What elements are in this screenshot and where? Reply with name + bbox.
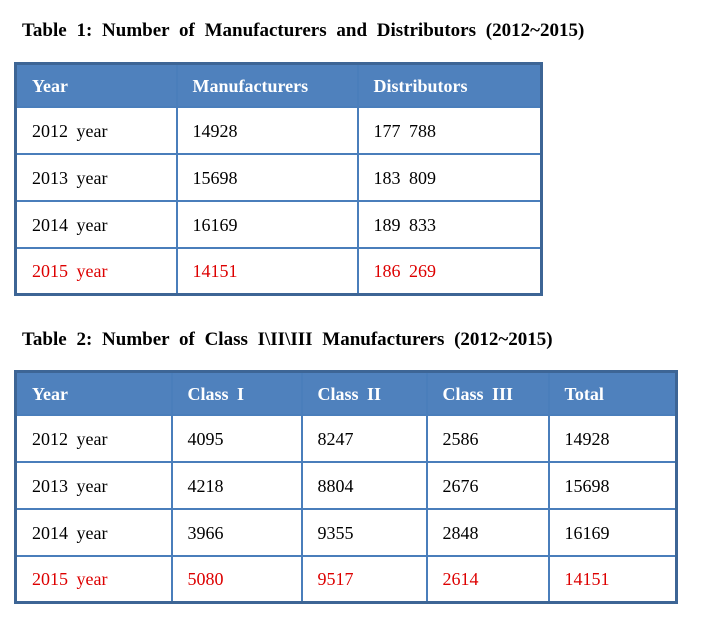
cell-class3: 2848 xyxy=(425,507,550,557)
cell-class1: 4095 xyxy=(170,413,303,463)
cell-manufacturers: 15698 xyxy=(175,152,359,202)
table1-header-manufacturers: Manufacturers xyxy=(175,62,359,108)
cell-year: 2012 year xyxy=(14,413,173,463)
cell-class1: 5080 xyxy=(170,554,303,604)
cell-year: 2014 year xyxy=(14,507,173,557)
table-row-highlighted: 2015 year 5080 9517 2614 14151 xyxy=(14,554,678,604)
table-row: 2012 year 4095 8247 2586 14928 xyxy=(14,413,678,463)
table1-header-year: Year xyxy=(14,62,178,108)
table-row: 2014 year 3966 9355 2848 16169 xyxy=(14,507,678,557)
cell-class2: 9355 xyxy=(300,507,428,557)
table2-header-class2: Class II xyxy=(300,370,428,416)
table2-header-class1: Class I xyxy=(170,370,303,416)
cell-class2: 9517 xyxy=(300,554,428,604)
table2-class-manufacturers: Year Class I Class II Class III Total 20… xyxy=(14,370,678,604)
table-row-highlighted: 2015 year 14151 186 269 xyxy=(14,246,543,296)
cell-total: 15698 xyxy=(547,460,678,510)
cell-year: 2015 year xyxy=(14,246,178,296)
cell-total: 14928 xyxy=(547,413,678,463)
table-row: 2013 year 15698 183 809 xyxy=(14,152,543,202)
cell-year: 2013 year xyxy=(14,460,173,510)
cell-distributors: 177 788 xyxy=(356,105,543,155)
table1-caption: Table 1: Number of Manufacturers and Dis… xyxy=(22,20,585,41)
document-page: Table 1: Number of Manufacturers and Dis… xyxy=(14,20,678,604)
cell-class1: 3966 xyxy=(170,507,303,557)
table1-header-row: Year Manufacturers Distributors xyxy=(14,62,543,108)
cell-total: 14151 xyxy=(547,554,678,604)
cell-class3: 2614 xyxy=(425,554,550,604)
cell-manufacturers: 16169 xyxy=(175,199,359,249)
cell-manufacturers: 14928 xyxy=(175,105,359,155)
table-row: 2012 year 14928 177 788 xyxy=(14,105,543,155)
cell-distributors: 189 833 xyxy=(356,199,543,249)
cell-total: 16169 xyxy=(547,507,678,557)
cell-year: 2013 year xyxy=(14,152,178,202)
table2-header-year: Year xyxy=(14,370,173,416)
cell-year: 2015 year xyxy=(14,554,173,604)
cell-manufacturers: 14151 xyxy=(175,246,359,296)
cell-class2: 8804 xyxy=(300,460,428,510)
cell-year: 2012 year xyxy=(14,105,178,155)
table1-header-distributors: Distributors xyxy=(356,62,543,108)
table2-header-total: Total xyxy=(547,370,678,416)
cell-year: 2014 year xyxy=(14,199,178,249)
table2-caption: Table 2: Number of Class I\II\III Manufa… xyxy=(22,329,553,350)
table-row: 2014 year 16169 189 833 xyxy=(14,199,543,249)
cell-distributors: 186 269 xyxy=(356,246,543,296)
cell-class1: 4218 xyxy=(170,460,303,510)
cell-class2: 8247 xyxy=(300,413,428,463)
cell-class3: 2676 xyxy=(425,460,550,510)
cell-class3: 2586 xyxy=(425,413,550,463)
table2-header-row: Year Class I Class II Class III Total xyxy=(14,370,678,416)
table-row: 2013 year 4218 8804 2676 15698 xyxy=(14,460,678,510)
cell-distributors: 183 809 xyxy=(356,152,543,202)
table1-manufacturers-distributors: Year Manufacturers Distributors 2012 yea… xyxy=(14,62,543,296)
table2-header-class3: Class III xyxy=(425,370,550,416)
